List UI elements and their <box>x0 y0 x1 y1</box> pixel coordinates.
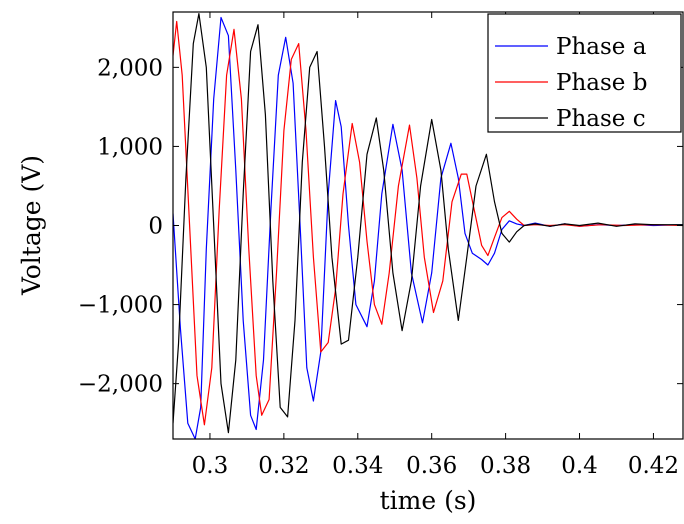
x-axis-title: time (s) <box>380 486 477 515</box>
y-tick-label: −1,000 <box>78 293 163 319</box>
legend: Phase a Phase b Phase c <box>487 13 682 133</box>
y-tick-label: 2,000 <box>97 55 163 81</box>
series-line-phase-c <box>173 13 683 434</box>
y-axis-title: Voltage (V) <box>17 155 46 296</box>
legend-label: Phase a <box>556 34 647 60</box>
x-tick-label: 0.32 <box>258 453 309 479</box>
y-tick-label: 0 <box>148 214 163 240</box>
x-tick-label: 0.34 <box>332 453 383 479</box>
legend-box <box>487 13 682 133</box>
y-tick-label: −2,000 <box>78 372 163 398</box>
y-tick-label: 1,000 <box>97 134 163 160</box>
legend-label: Phase b <box>556 70 647 96</box>
x-tick-label: 0.36 <box>406 453 457 479</box>
x-tick-label: 0.3 <box>192 453 229 479</box>
x-tick-label: 0.38 <box>480 453 531 479</box>
x-tick-label: 0.42 <box>628 453 679 479</box>
ticks-layer: 0.3 0.32 0.34 0.36 0.38 0.4 0.42 −2,000 −1,000 0 1… <box>78 12 683 479</box>
legend-label: Phase c <box>556 106 646 132</box>
series-layer <box>173 13 684 439</box>
x-tick-label: 0.4 <box>561 453 598 479</box>
series-line-phase-b <box>173 20 684 426</box>
